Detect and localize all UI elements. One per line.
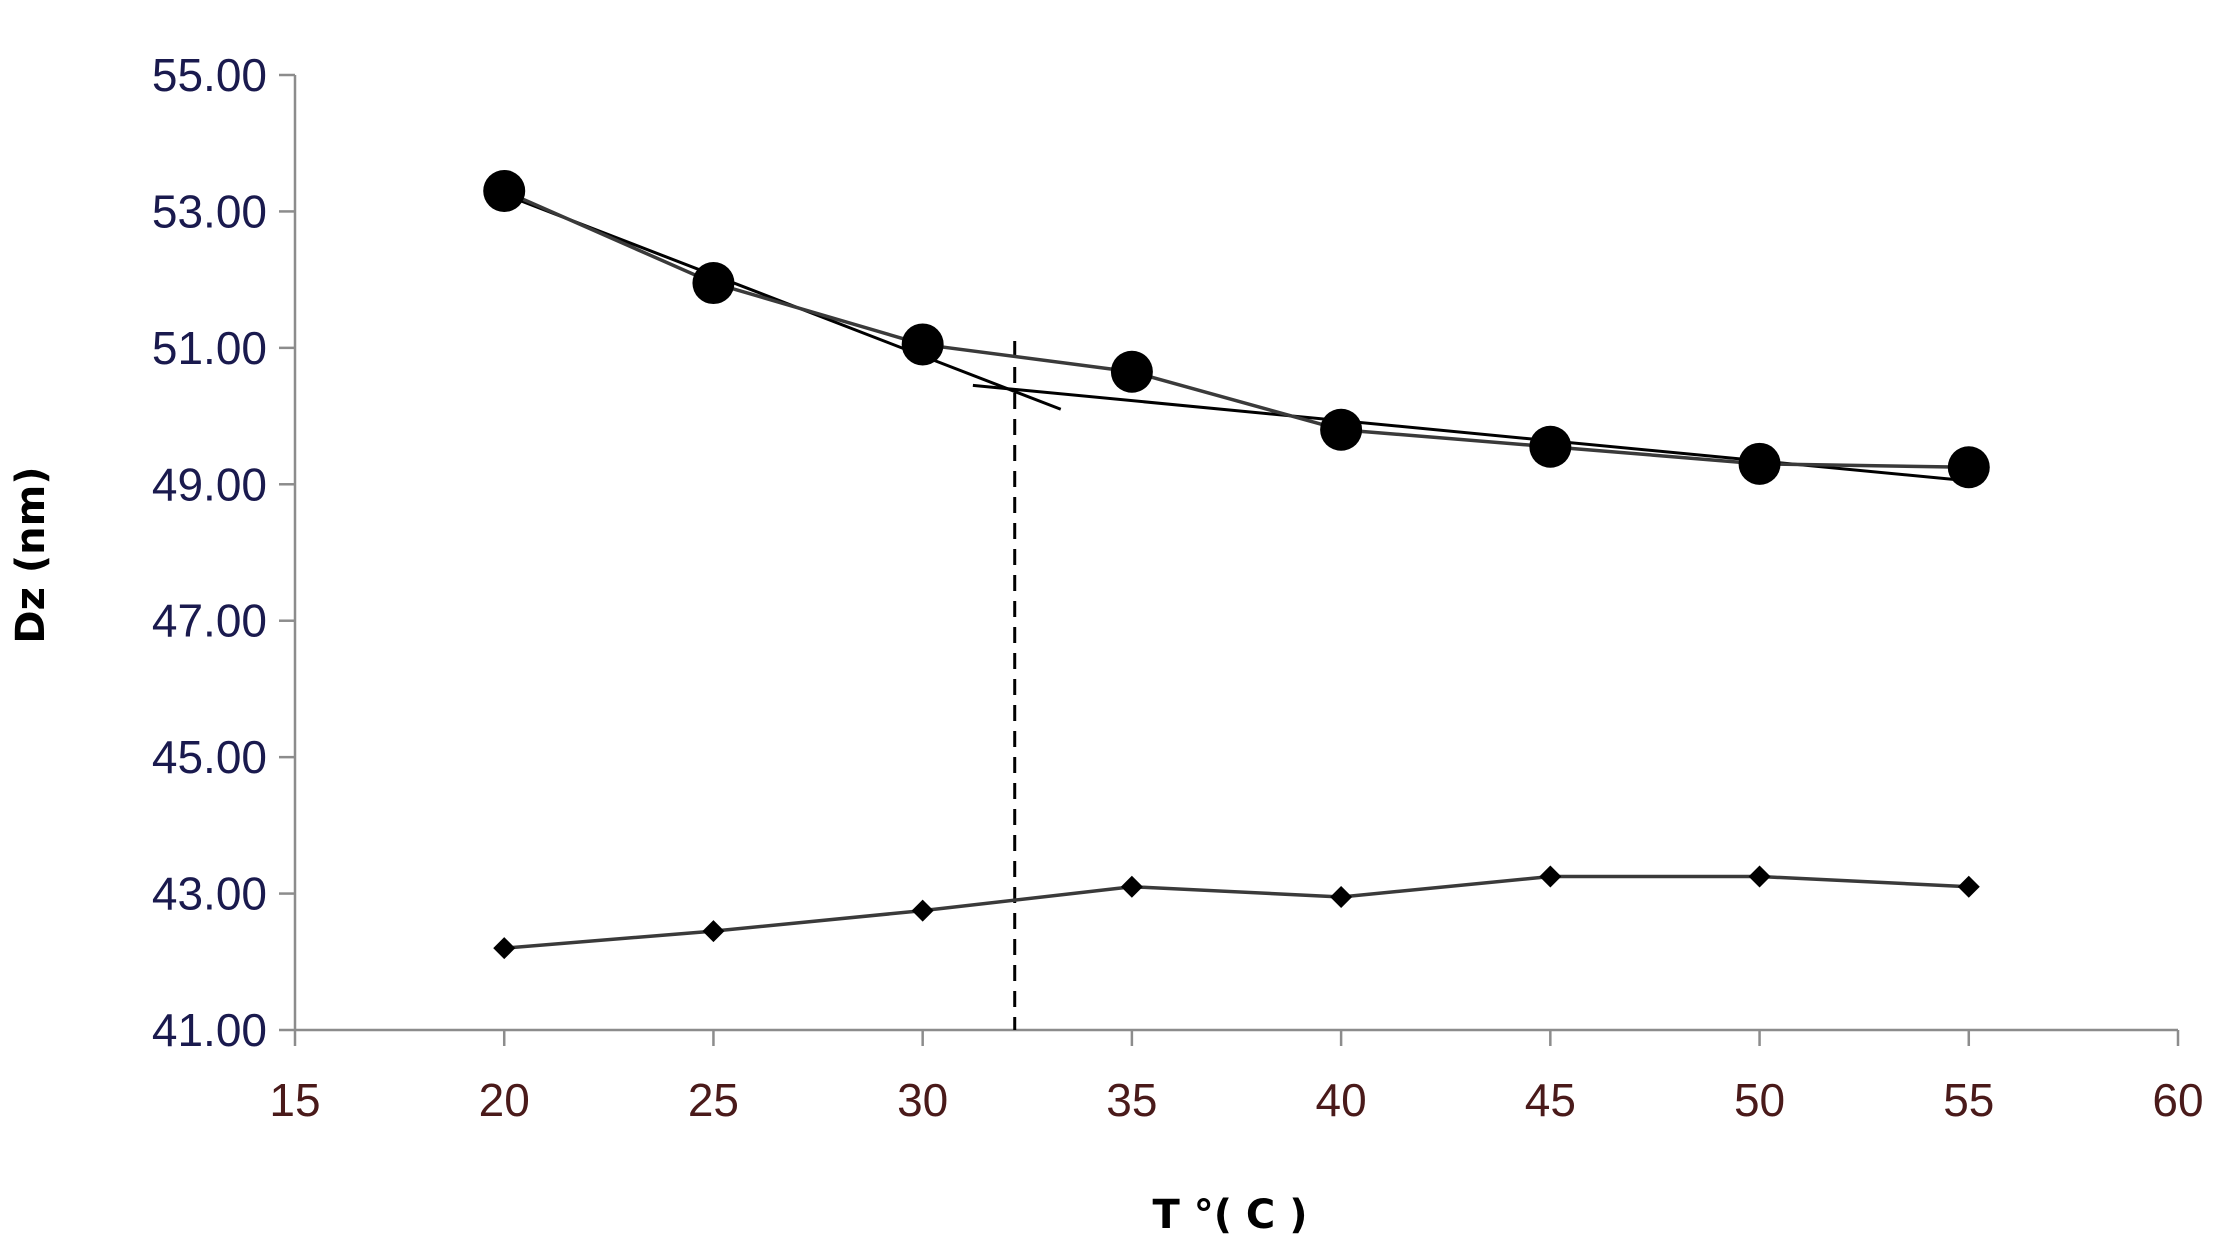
series-line-2 — [504, 874, 1969, 950]
axes — [279, 73, 2180, 1046]
y-tick-label: 49.00 — [152, 458, 267, 510]
y-tick-label: 45.00 — [152, 731, 267, 783]
y-tick-label: 55.00 — [152, 49, 267, 101]
x-tick-label: 40 — [1316, 1074, 1367, 1126]
data-point-circle — [1110, 350, 1153, 393]
data-point-diamond — [1330, 885, 1353, 908]
trend-lines — [503, 192, 1969, 1030]
data-point-circle — [692, 262, 735, 305]
series-line-1 — [503, 189, 1969, 469]
y-tick-label: 47.00 — [152, 595, 267, 647]
data-point-diamond — [493, 937, 516, 960]
data-point-diamond — [1539, 865, 1562, 888]
data-point-diamond — [1957, 875, 1980, 898]
data-points — [483, 169, 1990, 960]
data-point-diamond — [1748, 865, 1771, 888]
data-point-circle — [1320, 408, 1363, 451]
y-tick-label: 41.00 — [152, 1004, 267, 1056]
data-point-diamond — [702, 920, 725, 943]
data-point-circle — [483, 169, 526, 212]
x-axis-title: T °( C ) — [1153, 1192, 1308, 1238]
tick-labels: 41.00 43.00 45.00 47.00 49.00 51.00 53.00 55.00… — [152, 49, 2204, 1126]
x-tick-label: 55 — [1943, 1074, 1994, 1126]
data-point-diamond — [1120, 875, 1143, 898]
x-tick-label: 35 — [1106, 1074, 1157, 1126]
y-axis-title: Dz (nm) — [8, 466, 54, 643]
x-tick-label: 45 — [1525, 1074, 1576, 1126]
x-tick-label: 50 — [1734, 1074, 1785, 1126]
x-tick-label: 25 — [688, 1074, 739, 1126]
series — [503, 189, 1969, 950]
data-point-diamond — [911, 899, 934, 922]
trend-line — [972, 383, 1969, 483]
data-point-circle — [1529, 425, 1572, 468]
x-tick-label: 30 — [897, 1074, 948, 1126]
data-point-circle — [1738, 442, 1781, 485]
x-tick-label: 15 — [269, 1074, 320, 1126]
y-tick-label: 53.00 — [152, 185, 267, 237]
data-point-circle — [901, 323, 944, 366]
y-tick-label: 43.00 — [152, 868, 267, 920]
data-point-circle — [1947, 446, 1990, 489]
x-tick-label: 20 — [479, 1074, 530, 1126]
y-tick-label: 51.00 — [152, 322, 267, 374]
x-tick-label: 60 — [2152, 1074, 2203, 1126]
